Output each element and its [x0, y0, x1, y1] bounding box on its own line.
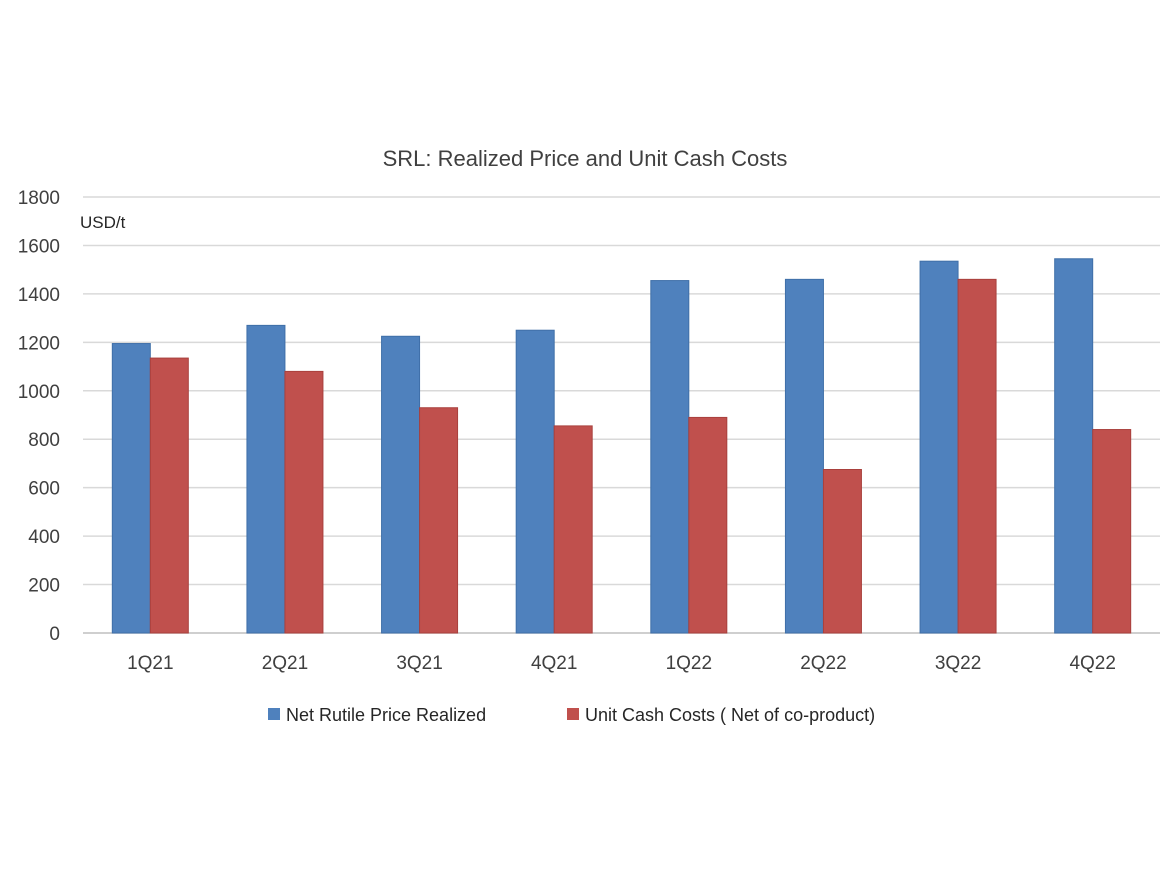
y-axis-label: USD/t [80, 213, 126, 232]
price-bar-4Q22 [1054, 258, 1094, 634]
x-tick-label: 1Q22 [666, 653, 712, 674]
cost-bar-2Q21 [284, 370, 324, 634]
legend-swatch [567, 708, 579, 720]
x-tick-label: 3Q21 [396, 653, 442, 674]
cost-bar-3Q21 [419, 407, 459, 634]
price-bar-3Q21 [381, 335, 421, 634]
cost-bar-2Q22 [822, 469, 862, 634]
x-tick-label: 2Q21 [262, 653, 308, 674]
cost-bar-1Q22 [688, 416, 728, 634]
y-tick-label: 1800 [18, 188, 60, 209]
y-tick-label: 0 [49, 624, 60, 645]
y-tick-label: 600 [28, 479, 60, 500]
price-bar-4Q21 [515, 329, 555, 634]
price-bar-1Q22 [650, 280, 690, 634]
price-bar-1Q21 [111, 343, 151, 634]
x-tick-label: 4Q21 [531, 653, 577, 674]
y-tick-label: 800 [28, 430, 60, 451]
price-bar-3Q22 [919, 260, 959, 634]
y-tick-label: 1000 [18, 382, 60, 403]
x-tick-label: 1Q21 [127, 653, 173, 674]
y-tick-label: 1400 [18, 285, 60, 306]
y-tick-label: 1200 [18, 333, 60, 354]
y-tick-label: 400 [28, 527, 60, 548]
x-tick-label: 3Q22 [935, 653, 981, 674]
legend-label: Unit Cash Costs ( Net of co-product) [585, 705, 875, 725]
legend-swatch [268, 708, 280, 720]
chart-title: SRL: Realized Price and Unit Cash Costs [383, 146, 788, 171]
price-bar-2Q22 [784, 278, 824, 634]
y-tick-label: 1600 [18, 236, 60, 257]
cost-bar-4Q21 [553, 425, 593, 634]
cost-bar-3Q22 [957, 278, 997, 634]
x-tick-label: 2Q22 [800, 653, 846, 674]
price-bar-2Q21 [246, 324, 286, 634]
y-tick-label: 200 [28, 576, 60, 597]
cost-bar-1Q21 [149, 357, 189, 634]
legend-label: Net Rutile Price Realized [286, 705, 486, 725]
x-tick-label: 4Q22 [1069, 653, 1115, 674]
cost-bar-4Q22 [1092, 429, 1132, 634]
